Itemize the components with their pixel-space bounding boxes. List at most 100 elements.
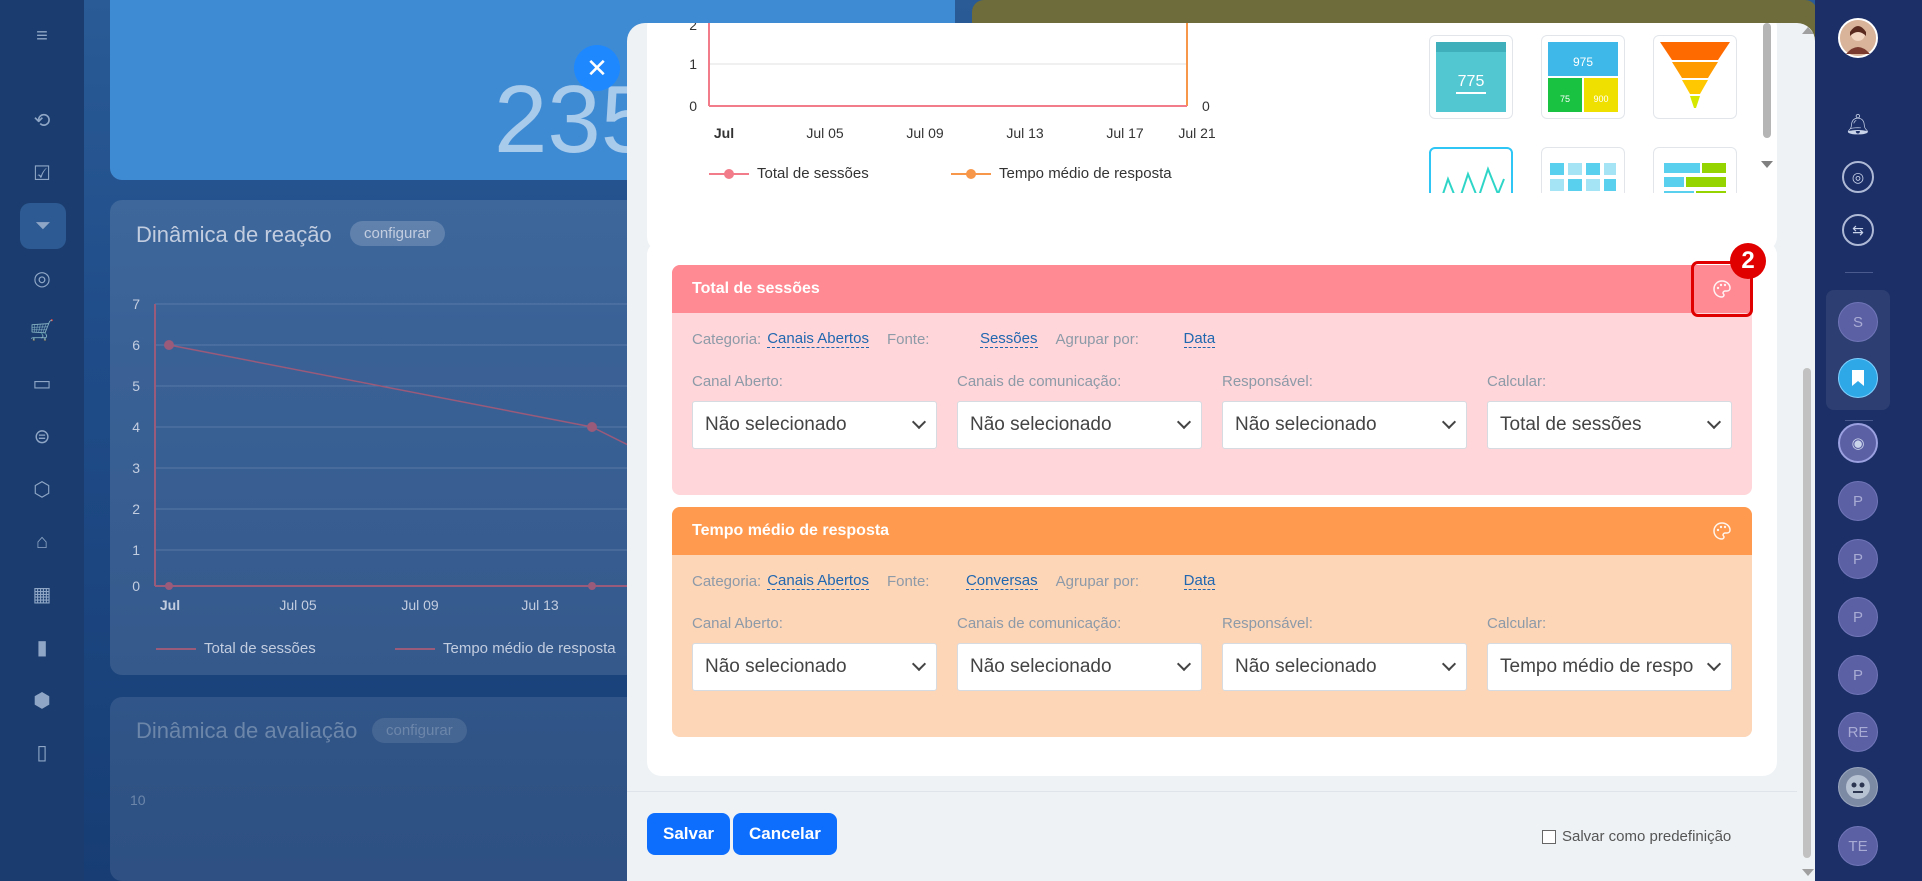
chart-type-tiles[interactable]: 975 75 900 xyxy=(1541,35,1625,119)
preview-legend-response[interactable]: Tempo médio de resposta xyxy=(951,165,1172,182)
color-palette-icon[interactable] xyxy=(1712,279,1732,299)
preview-x-tick: Jul 09 xyxy=(906,125,944,141)
bookmark-icon[interactable] xyxy=(1838,358,1878,398)
reaction-y-tick: 3 xyxy=(132,460,140,476)
communication-channels-select[interactable]: Não selecionado xyxy=(957,401,1202,449)
contact-avatar[interactable]: P xyxy=(1838,481,1878,521)
color-palette-icon[interactable] xyxy=(1712,521,1732,541)
left-sidebar: ≡ ⟲ ☑ ⏷ ◎ 🛒 ▭ ⊜ ⬡ ⌂ ▦ ▮ ⬢ ▯ xyxy=(0,0,84,881)
robot-icon[interactable]: ⊜ xyxy=(33,425,51,448)
rating-config-button[interactable]: configurar xyxy=(372,718,467,743)
reaction-x-tick: Jul 13 xyxy=(521,597,559,613)
contact-avatar[interactable]: P xyxy=(1838,597,1878,637)
save-button[interactable]: Salvar xyxy=(647,813,731,855)
category-link[interactable]: Canais Abertos xyxy=(767,330,869,348)
save-preset-checkbox[interactable] xyxy=(1542,829,1556,844)
filter-responsible: Responsável: Não selecionado xyxy=(1222,615,1467,691)
target-icon[interactable]: ◎ xyxy=(33,267,51,290)
close-slider-button[interactable]: ✕ xyxy=(574,45,620,91)
series-block-sessions: Total de sessões Categoria: Canais Abert… xyxy=(672,265,1752,495)
field-label: Responsável: xyxy=(1222,373,1313,390)
scroll-up-arrow[interactable] xyxy=(1802,27,1814,34)
chevron-down-icon xyxy=(1176,656,1192,672)
shield-icon[interactable]: ⬢ xyxy=(33,689,51,712)
chart-type-number[interactable]: 775 xyxy=(1429,35,1513,119)
preview-y-tick: 1 xyxy=(689,56,697,72)
filter-open-channel: Canal Aberto: Não selecionado xyxy=(692,615,937,691)
flow-icon[interactable]: ⟲ xyxy=(33,109,51,132)
preview-x-tick: Jul 17 xyxy=(1106,125,1144,141)
chart-type-line[interactable] xyxy=(1429,147,1513,193)
line-widget-icon xyxy=(1442,166,1505,193)
reaction-x-tick: Jul xyxy=(160,597,180,613)
reaction-config-button[interactable]: configurar xyxy=(350,221,445,246)
bookmark-glyph xyxy=(1852,370,1864,386)
save-preset-label: Salvar como predefinição xyxy=(1562,828,1732,845)
reaction-legend-1: Total de sessões xyxy=(156,640,316,657)
contact-avatar[interactable]: S xyxy=(1838,302,1878,342)
bar-chart-icon[interactable]: ▮ xyxy=(36,636,48,659)
contact-avatar[interactable]: RE xyxy=(1838,712,1878,752)
responsible-select[interactable]: Não selecionado xyxy=(1222,401,1467,449)
groupby-label: Agrupar por: xyxy=(1055,330,1139,348)
scroll-thumb[interactable] xyxy=(1803,368,1811,858)
reaction-y-tick: 5 xyxy=(132,378,140,394)
openline-icon[interactable]: ◉ xyxy=(1838,423,1878,463)
contact-avatar[interactable]: TE xyxy=(1838,826,1878,866)
reaction-point xyxy=(587,422,597,432)
source-label: Fonte: xyxy=(886,572,930,590)
card-icon[interactable]: ▭ xyxy=(32,372,52,395)
preview-x-tick: Jul 05 xyxy=(806,125,844,141)
chart-type-bars[interactable] xyxy=(1653,147,1737,193)
filter-calculate: Calcular: Total de sessões xyxy=(1487,373,1732,449)
tasks-icon[interactable]: ☑ xyxy=(33,162,51,185)
contact-avatar[interactable]: P xyxy=(1838,539,1878,579)
calendar-icon[interactable]: ▦ xyxy=(32,583,52,606)
reaction-y-tick: 2 xyxy=(132,501,140,517)
preview-legend-sessions[interactable]: Total de sessões xyxy=(709,165,869,182)
menu-icon[interactable]: ≡ xyxy=(36,24,48,47)
radar-icon[interactable]: ◎ xyxy=(1842,161,1874,193)
scroll-down-arrow[interactable] xyxy=(1761,161,1773,168)
open-channel-select[interactable]: Não selecionado xyxy=(692,643,937,691)
avatar-image xyxy=(1840,20,1876,56)
responsible-select[interactable]: Não selecionado xyxy=(1222,643,1467,691)
series-body: Categoria: Canais Abertos Fonte: Convers… xyxy=(672,555,1752,737)
field-label: Canais de comunicação: xyxy=(957,615,1122,632)
field-label: Responsável: xyxy=(1222,615,1313,632)
chart-type-funnel[interactable] xyxy=(1653,35,1737,119)
user-avatar[interactable] xyxy=(1838,18,1878,58)
store-icon[interactable]: ⌂ xyxy=(35,530,49,553)
bell-icon[interactable]: 🔔︎ xyxy=(1845,113,1871,136)
open-channel-select[interactable]: Não selecionado xyxy=(692,401,937,449)
box-icon[interactable]: ⬡ xyxy=(33,478,51,501)
communication-channels-select[interactable]: Não selecionado xyxy=(957,643,1202,691)
source-link[interactable]: Conversas xyxy=(965,572,1038,590)
series-title[interactable]: Tempo médio de resposta xyxy=(692,522,890,539)
cancel-button[interactable]: Cancelar xyxy=(733,813,837,855)
groupby-link[interactable]: Data xyxy=(1183,330,1216,348)
contact-avatar[interactable]: P xyxy=(1838,655,1878,695)
source-link[interactable]: Sessões xyxy=(979,330,1038,348)
field-label: Canal Aberto: xyxy=(692,615,783,632)
number-widget-icon: 775 xyxy=(1436,42,1506,112)
cart-icon[interactable]: 🛒 xyxy=(29,319,55,342)
groupby-link[interactable]: Data xyxy=(1183,572,1216,590)
chart-type-scrollbar[interactable] xyxy=(1761,23,1773,173)
thumb-number: 775 xyxy=(1458,73,1485,90)
select-value: Total de sessões xyxy=(1500,414,1642,435)
sync-chat-icon[interactable]: ⇆ xyxy=(1842,214,1874,246)
chart-type-heatmap[interactable] xyxy=(1541,147,1625,193)
bot-avatar[interactable] xyxy=(1838,767,1878,807)
category-link[interactable]: Canais Abertos xyxy=(767,572,869,590)
calculate-select[interactable]: Total de sessões xyxy=(1487,401,1732,449)
calculate-select[interactable]: Tempo médio de respo xyxy=(1487,643,1732,691)
file-icon[interactable]: ▯ xyxy=(36,741,48,764)
scroll-down-arrow[interactable] xyxy=(1802,869,1814,876)
series-title[interactable]: Total de sessões xyxy=(692,280,820,297)
save-as-preset[interactable]: Salvar como predefinição xyxy=(1542,828,1731,845)
funnel-icon[interactable]: ⏷ xyxy=(20,203,66,249)
select-value: Não selecionado xyxy=(1235,414,1377,435)
scroll-thumb[interactable] xyxy=(1763,23,1771,138)
legend-swatch xyxy=(951,168,991,179)
